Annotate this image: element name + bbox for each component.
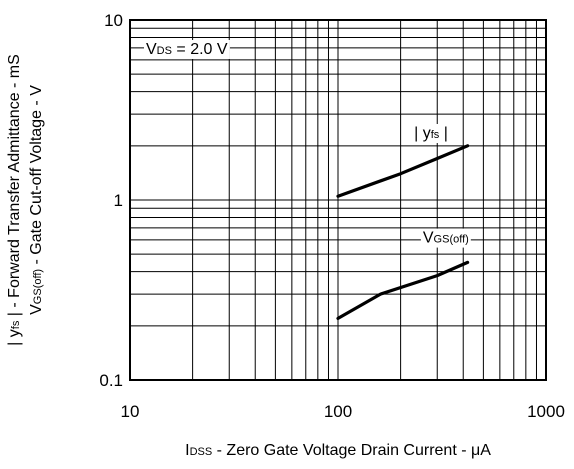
series-label: VGS(off) bbox=[420, 228, 471, 248]
svg-text:VGS(off): VGS(off) bbox=[423, 230, 469, 247]
x-tick-label: 10 bbox=[121, 402, 140, 421]
x-axis-label: IDSS - Zero Gate Voltage Drain Current -… bbox=[185, 442, 491, 459]
y-tick-label: 0.1 bbox=[99, 371, 123, 390]
condition-annotation: VDS = 2.0 V bbox=[144, 40, 230, 59]
x-tick-label: 1000 bbox=[527, 402, 565, 421]
series-line bbox=[336, 260, 470, 320]
series-line bbox=[336, 144, 470, 198]
y-tick-label: 10 bbox=[104, 11, 123, 30]
svg-text:| yfs |: | yfs | bbox=[414, 125, 448, 142]
y-axis-label-line2: VGS(off) - Gate Cut-off Voltage - V bbox=[28, 85, 45, 315]
plot-frame bbox=[129, 19, 547, 381]
y-tick-labels: 10 1 0.1 bbox=[99, 11, 123, 390]
y-tick-label: 1 bbox=[114, 191, 123, 210]
x-tick-label: 100 bbox=[324, 402, 352, 421]
x-tick-labels: 10 100 1000 bbox=[121, 402, 565, 421]
y-axis-label-line1: | yfs | - Forward Transfer Admittance - … bbox=[6, 54, 23, 346]
series-lines bbox=[336, 144, 470, 320]
grid bbox=[129, 19, 547, 381]
series-labels: | yfs | VGS(off) bbox=[412, 124, 471, 248]
condition-label: VDS = 2.0 V bbox=[146, 41, 228, 58]
series-label: | yfs | bbox=[412, 124, 450, 144]
